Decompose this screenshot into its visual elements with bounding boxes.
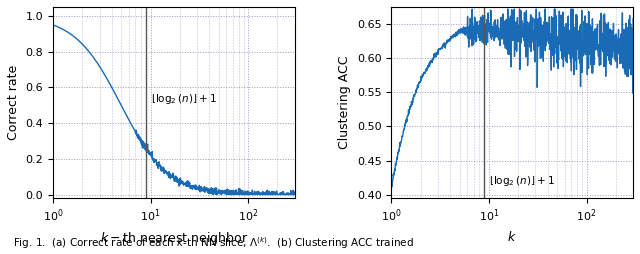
Text: $\lfloor\log_2(n)\rfloor + 1$: $\lfloor\log_2(n)\rfloor + 1$ <box>489 174 555 188</box>
X-axis label: $k$: $k$ <box>508 230 517 244</box>
X-axis label: $k-$th nearest neighbor: $k-$th nearest neighbor <box>100 230 248 247</box>
Text: $\lfloor\log_2(n)\rfloor + 1$: $\lfloor\log_2(n)\rfloor + 1$ <box>151 92 216 106</box>
Y-axis label: Clustering ACC: Clustering ACC <box>339 56 351 149</box>
Text: Fig. 1.  (a) Correct rate of each $k$-th NN slice, $\Lambda^{(k)}$.  (b) Cluster: Fig. 1. (a) Correct rate of each $k$-th … <box>13 236 413 251</box>
Y-axis label: Correct rate: Correct rate <box>7 65 20 140</box>
